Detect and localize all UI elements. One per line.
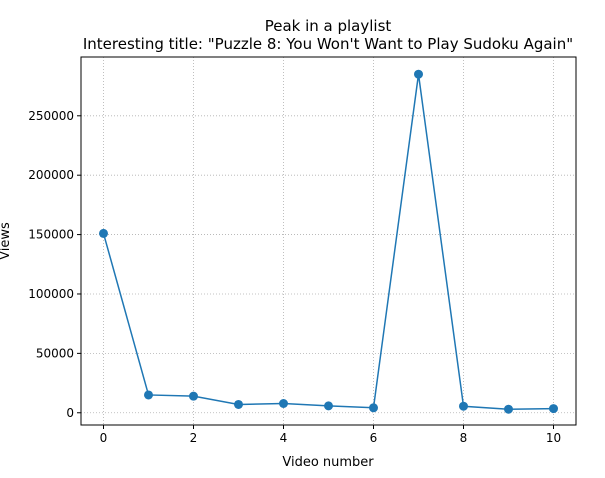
y-tick-label: 150000 (28, 228, 74, 242)
y-tick-label: 200000 (28, 168, 74, 182)
data-point (414, 69, 423, 79)
x-tick-label: 10 (546, 431, 561, 445)
data-point (459, 401, 468, 411)
data-point (144, 390, 153, 400)
y-tick-label: 50000 (36, 346, 74, 360)
data-marks (99, 69, 558, 414)
x-tick-label: 8 (460, 431, 468, 445)
data-point (369, 403, 378, 413)
data-point (549, 404, 558, 414)
data-point (324, 401, 333, 411)
chart-subtitle: Interesting title: "Puzzle 8: You Won't … (83, 35, 573, 53)
x-tick-label: 0 (100, 431, 108, 445)
x-axis-label: Video number (282, 455, 374, 470)
y-axis-label: Views (0, 222, 13, 260)
y-tick-label: 250000 (28, 109, 74, 123)
axis-ticks: 0 2 4 6 8 10 0 50000 100000 150000 200000 250000 (28, 109, 561, 445)
series-line (102, 74, 554, 410)
data-point (189, 391, 198, 401)
plot-frame (80, 56, 577, 426)
x-tick-label: 6 (370, 431, 378, 445)
y-tick-label: 100000 (28, 287, 74, 301)
data-point (234, 399, 243, 409)
data-point (99, 228, 108, 238)
y-tick-label: 0 (66, 406, 74, 420)
grid-lines (81, 57, 576, 425)
data-point (279, 398, 288, 408)
chart-title: Peak in a playlist (265, 17, 392, 35)
data-point (504, 404, 513, 414)
x-tick-label: 4 (280, 431, 288, 445)
x-tick-label: 2 (190, 431, 198, 445)
